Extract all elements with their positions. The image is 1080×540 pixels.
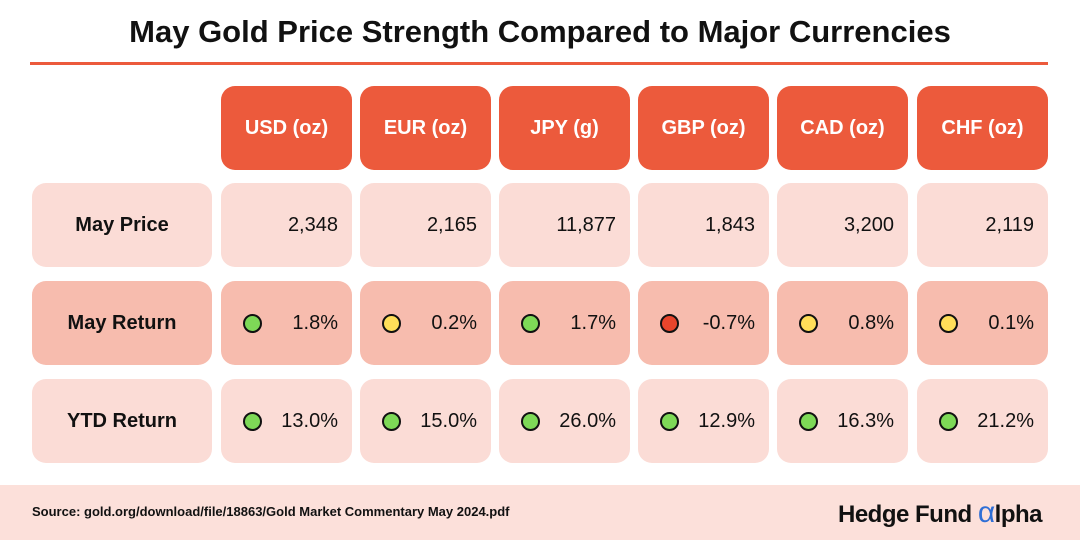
- table-cell: 2,348: [221, 183, 352, 267]
- table-cell-text: 0.1%: [988, 311, 1034, 334]
- column-header-text: USD (oz): [244, 116, 329, 139]
- green-status-dot-icon: [521, 411, 540, 431]
- table-cell: 11,877: [499, 183, 630, 267]
- table-cell: 0.2%: [360, 281, 491, 365]
- table-cell: 0.8%: [777, 281, 908, 365]
- alpha-icon: α: [977, 496, 995, 529]
- table-cell-text: -0.7%: [702, 311, 755, 334]
- source-text: Source: gold.org/download/file/18863/Gol…: [32, 504, 510, 519]
- table-cell: 13.0%: [221, 379, 352, 463]
- table-cell: 26.0%: [499, 379, 630, 463]
- table-cell: 15.0%: [360, 379, 491, 463]
- column-header-text: CHF (oz): [941, 116, 1024, 139]
- table-cell-text: 0.2%: [431, 311, 477, 334]
- table-cell: 2,165: [360, 183, 491, 267]
- column-header: GBP (oz): [638, 86, 769, 170]
- column-header: USD (oz): [221, 86, 352, 170]
- title-underline: [30, 62, 1048, 65]
- column-header: CAD (oz): [777, 86, 908, 170]
- logo-text: Hedge Fund: [837, 501, 978, 528]
- hedge-fund-alpha-logo: Hedge Fund αlpha: [837, 496, 1043, 530]
- table-cell: 2,119: [917, 183, 1048, 267]
- table-cell: 3,200: [777, 183, 908, 267]
- yellow-status-dot-icon: [382, 313, 401, 333]
- footer: Source: gold.org/download/file/18863/Gol…: [0, 485, 1080, 540]
- row-label: May Price: [32, 183, 212, 267]
- table-cell-text: 1.7%: [570, 311, 616, 334]
- table-cell-text: 11,877: [556, 213, 616, 236]
- table-cell-text: 26.0%: [559, 409, 616, 432]
- column-header: JPY (g): [499, 86, 630, 170]
- table-cell-text: 12.9%: [698, 409, 755, 432]
- row-label-text: YTD Return: [67, 409, 177, 432]
- table-cell-text: 0.8%: [848, 311, 894, 334]
- green-status-dot-icon: [243, 411, 262, 431]
- green-status-dot-icon: [521, 313, 540, 333]
- column-header: CHF (oz): [917, 86, 1048, 170]
- green-status-dot-icon: [243, 313, 262, 333]
- table-cell-text: 2,165: [426, 213, 477, 236]
- table-cell: 1.8%: [221, 281, 352, 365]
- table-cell-text: 2,348: [287, 213, 338, 236]
- table-cell-text: 1.8%: [292, 311, 338, 334]
- yellow-status-dot-icon: [799, 313, 818, 333]
- chart-title: May Gold Price Strength Compared to Majo…: [129, 14, 951, 49]
- green-status-dot-icon: [660, 411, 679, 431]
- column-header-text: JPY (g): [530, 116, 599, 139]
- table-cell-text: 13.0%: [281, 409, 338, 432]
- table-cell: 12.9%: [638, 379, 769, 463]
- table-cell-text: 21.2%: [977, 409, 1034, 432]
- table-cell: 1,843: [638, 183, 769, 267]
- table-cell-text: 3,200: [843, 213, 894, 236]
- column-header-text: EUR (oz): [383, 116, 468, 139]
- yellow-status-dot-icon: [939, 313, 958, 333]
- table-cell: 21.2%: [917, 379, 1048, 463]
- row-label-text: May Price: [75, 213, 169, 236]
- table-cell: 1.7%: [499, 281, 630, 365]
- green-status-dot-icon: [382, 411, 401, 431]
- column-header-text: GBP (oz): [661, 116, 746, 139]
- table-cell: 16.3%: [777, 379, 908, 463]
- green-status-dot-icon: [939, 411, 958, 431]
- green-status-dot-icon: [799, 411, 818, 431]
- logo-tail: lpha: [994, 501, 1043, 528]
- red-status-dot-icon: [660, 313, 679, 333]
- column-header: EUR (oz): [360, 86, 491, 170]
- table-cell-text: 15.0%: [420, 409, 477, 432]
- table-cell-text: 2,119: [985, 213, 1034, 236]
- table-cell: 0.1%: [917, 281, 1048, 365]
- row-label: May Return: [32, 281, 212, 365]
- row-label: YTD Return: [32, 379, 212, 463]
- row-label-text: May Return: [67, 311, 177, 334]
- column-header-text: CAD (oz): [800, 116, 885, 139]
- table-cell-text: 16.3%: [837, 409, 894, 432]
- table-cell-text: 1,843: [704, 213, 755, 236]
- table-cell: -0.7%: [638, 281, 769, 365]
